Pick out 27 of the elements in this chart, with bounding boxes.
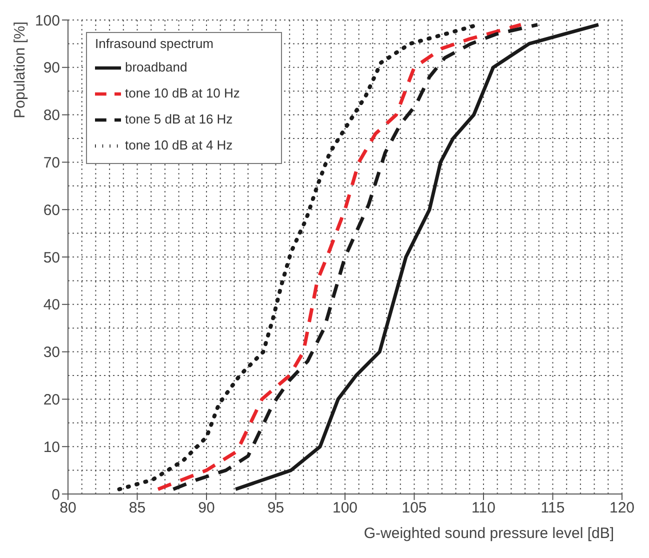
- legend-label: tone 10 dB at 10 Hz: [125, 85, 240, 100]
- x-tick-label: 80: [60, 500, 76, 517]
- y-tick-label: 90: [43, 60, 60, 77]
- x-tick-label: 110: [472, 500, 496, 517]
- y-tick-label: 30: [43, 344, 60, 362]
- y-tick-label: 60: [43, 202, 60, 219]
- y-axis-title: Population [%]: [12, 22, 28, 118]
- y-tick-label: 0: [52, 486, 60, 504]
- y-tick-label: 80: [43, 107, 60, 124]
- y-tick-label: 20: [43, 392, 60, 409]
- x-tick-label: 105: [402, 500, 427, 517]
- x-tick-label: 115: [540, 500, 565, 517]
- x-tick-label: 120: [609, 500, 635, 517]
- y-tick-label: 40: [43, 296, 60, 314]
- legend-label: broadband: [125, 59, 188, 74]
- y-tick-label: 100: [34, 12, 60, 30]
- x-axis-title: G-weighted sound pressure level [dB]: [364, 525, 614, 542]
- y-tick-label: 70: [43, 154, 60, 172]
- x-tick-label: 90: [198, 500, 215, 517]
- x-tick-label: 100: [332, 500, 358, 517]
- legend-label: tone 5 dB at 16 Hz: [125, 111, 233, 126]
- x-tick-label: 95: [267, 500, 284, 517]
- x-tick-label: 85: [128, 500, 146, 517]
- y-tick-label: 10: [43, 438, 60, 456]
- legend-label: tone 10 dB at 4 Hz: [125, 137, 233, 152]
- legend-title: Infrasound spectrum: [95, 36, 214, 51]
- y-tick-label: 50: [43, 249, 60, 266]
